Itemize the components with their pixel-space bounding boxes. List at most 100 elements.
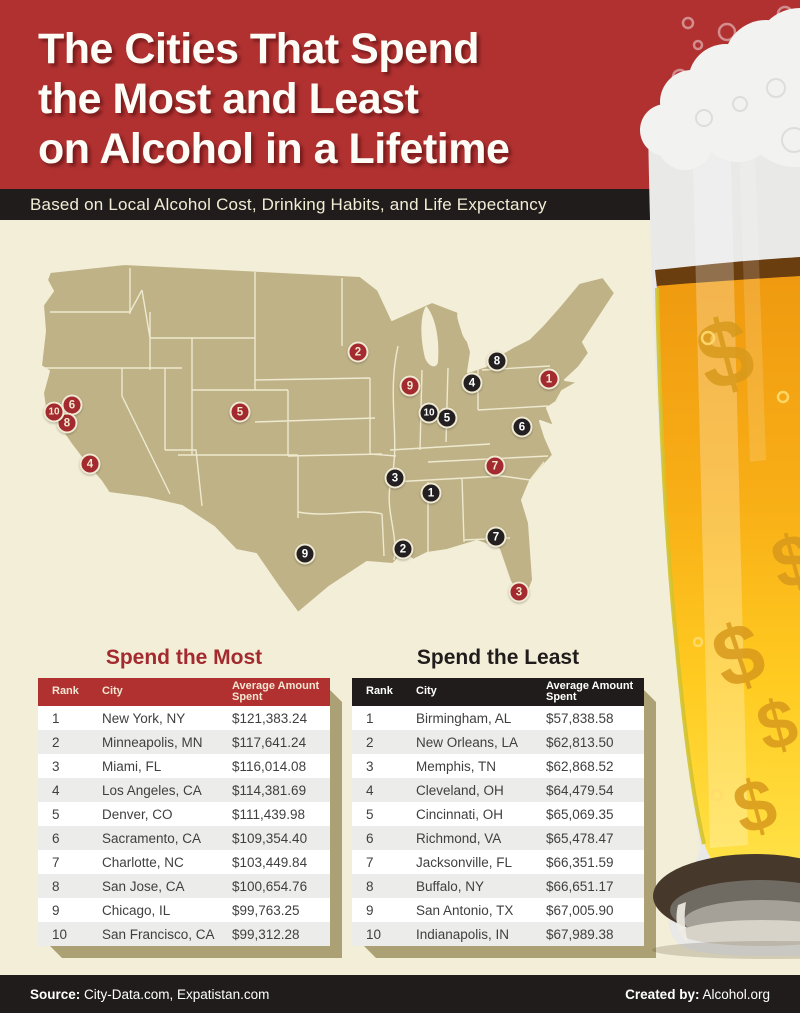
col-city: City xyxy=(416,685,437,698)
cell-rank: 10 xyxy=(52,926,68,942)
cell-amount: $114,381.69 xyxy=(232,782,307,798)
created-by-value: Alcohol.org xyxy=(699,986,770,1002)
table-row: 10 Indianapolis, IN $67,989.38 xyxy=(352,922,644,946)
cell-rank: 2 xyxy=(366,734,374,750)
glass-highlight-band xyxy=(692,121,748,848)
cell-rank: 10 xyxy=(366,926,382,942)
table-row: 7 Jacksonville, FL $66,351.59 xyxy=(352,850,644,874)
title-line-3: on Alcohol in a Lifetime xyxy=(38,125,510,173)
title-line-1: The Cities That Spend xyxy=(38,25,480,73)
cell-amount: $65,069.35 xyxy=(546,806,614,822)
table-row: 8 San Jose, CA $100,654.76 xyxy=(38,874,330,898)
cell-rank: 7 xyxy=(52,854,60,870)
cell-rank: 4 xyxy=(52,782,60,798)
glass-base xyxy=(652,854,800,959)
lake-michigan xyxy=(421,306,439,367)
spend-most-rows: 1 New York, NY $121,383.24 2 Minneapolis… xyxy=(38,706,330,946)
cell-city: Jacksonville, FL xyxy=(416,854,513,870)
spend-least-header-row: Rank City Average Amount Spent xyxy=(352,678,644,706)
cell-amount: $57,838.58 xyxy=(546,710,614,726)
table-row: 9 Chicago, IL $99,763.25 xyxy=(38,898,330,922)
cell-city: San Antonio, TX xyxy=(416,902,514,918)
cell-rank: 7 xyxy=(366,854,374,870)
cell-rank: 1 xyxy=(52,710,60,726)
beer-left-edge xyxy=(655,287,706,845)
subtitle-bar: Based on Local Alcohol Cost, Drinking Ha… xyxy=(0,189,800,220)
map-marker-least: 3 xyxy=(384,467,406,489)
spend-most-title: Spend the Most xyxy=(105,646,263,669)
map-marker-least: 5 xyxy=(436,407,458,429)
col-amount: Average Amount Spent xyxy=(232,679,320,703)
source-value: City-Data.com, Expatistan.com xyxy=(80,986,270,1002)
cell-city: Chicago, IL xyxy=(102,902,171,918)
table-row: 7 Charlotte, NC $103,449.84 xyxy=(38,850,330,874)
footer-created-by: Created by: Alcohol.org xyxy=(625,987,800,1002)
table-row: 8 Buffalo, NY $66,651.17 xyxy=(352,874,644,898)
beer-bubbles xyxy=(692,330,790,802)
cell-city: Indianapolis, IN xyxy=(416,926,510,942)
cell-amount: $99,312.28 xyxy=(232,926,300,942)
cell-city: Birmingham, AL xyxy=(416,710,512,726)
table-row: 2 Minneapolis, MN $117,641.24 xyxy=(38,730,330,754)
cell-amount: $116,014.08 xyxy=(232,758,307,774)
cell-city: New York, NY xyxy=(102,710,186,726)
us-map-svg xyxy=(40,263,616,614)
spend-least-title: Spend the Least xyxy=(416,646,580,669)
table-row: 1 Birmingham, AL $57,838.58 xyxy=(352,706,644,730)
cell-amount: $67,005.90 xyxy=(546,902,614,918)
cell-amount: $111,439.98 xyxy=(232,806,306,822)
cell-city: Denver, CO xyxy=(102,806,173,822)
cell-city: San Jose, CA xyxy=(102,878,185,894)
map-marker-least: 9 xyxy=(294,543,316,565)
cell-amount: $65,478.47 xyxy=(546,830,614,846)
table-row: 3 Miami, FL $116,014.08 xyxy=(38,754,330,778)
cell-amount: $66,351.59 xyxy=(546,854,614,870)
col-amount: Average Amount Spent xyxy=(546,679,634,703)
created-by-label: Created by: xyxy=(625,986,700,1002)
cell-rank: 1 xyxy=(366,710,374,726)
cell-amount: $121,383.24 xyxy=(232,710,308,726)
cell-rank: 9 xyxy=(52,902,60,918)
map-marker-least: 1 xyxy=(420,482,442,504)
col-city: City xyxy=(102,685,123,698)
map-marker-most: 2 xyxy=(347,341,369,363)
cell-amount: $99,763.25 xyxy=(232,902,300,918)
table-row: 9 San Antonio, TX $67,005.90 xyxy=(352,898,644,922)
cell-city: Richmond, VA xyxy=(416,830,502,846)
cell-rank: 6 xyxy=(52,830,60,846)
map-marker-least: 2 xyxy=(392,538,414,560)
cell-city: San Francisco, CA xyxy=(102,926,215,942)
lake-huron xyxy=(457,312,477,345)
dollar-icon: $ xyxy=(763,518,800,606)
cell-amount: $103,449.84 xyxy=(232,854,308,870)
cell-amount: $64,479.54 xyxy=(546,782,614,798)
cell-city: Los Angeles, CA xyxy=(102,782,202,798)
footer-source: Source: City-Data.com, Expatistan.com xyxy=(0,987,269,1002)
spend-least-table: Rank City Average Amount Spent 1 Birming… xyxy=(352,678,644,946)
footer-bar: Source: City-Data.com, Expatistan.com Cr… xyxy=(0,975,800,1013)
cell-rank: 6 xyxy=(366,830,374,846)
cell-amount: $62,868.52 xyxy=(546,758,614,774)
table-row: 2 New Orleans, LA $62,813.50 xyxy=(352,730,644,754)
cell-rank: 3 xyxy=(52,758,60,774)
cell-amount: $66,651.17 xyxy=(546,878,614,894)
cell-city: Minneapolis, MN xyxy=(102,734,203,750)
map-marker-least: 10 xyxy=(418,402,440,424)
cell-city: Miami, FL xyxy=(102,758,162,774)
map-marker-least: 8 xyxy=(486,350,508,372)
header-banner: The Cities That Spend the Most and Least… xyxy=(0,0,800,189)
dollar-icon: $ xyxy=(749,683,800,766)
source-label: Source: xyxy=(30,986,81,1002)
cell-rank: 2 xyxy=(52,734,60,750)
cell-amount: $117,641.24 xyxy=(232,734,307,750)
map-marker-most: 4 xyxy=(79,453,101,475)
table-row: 3 Memphis, TN $62,868.52 xyxy=(352,754,644,778)
map-marker-most: 1 xyxy=(538,368,560,390)
cell-rank: 3 xyxy=(366,758,374,774)
page-title: The Cities That Spend the Most and Least… xyxy=(0,0,800,174)
col-rank: Rank xyxy=(366,685,393,698)
table-row: 5 Cincinnati, OH $65,069.35 xyxy=(352,802,644,826)
cell-amount: $100,654.76 xyxy=(232,878,308,894)
map-marker-most: 3 xyxy=(508,581,530,603)
cell-rank: 5 xyxy=(366,806,374,822)
